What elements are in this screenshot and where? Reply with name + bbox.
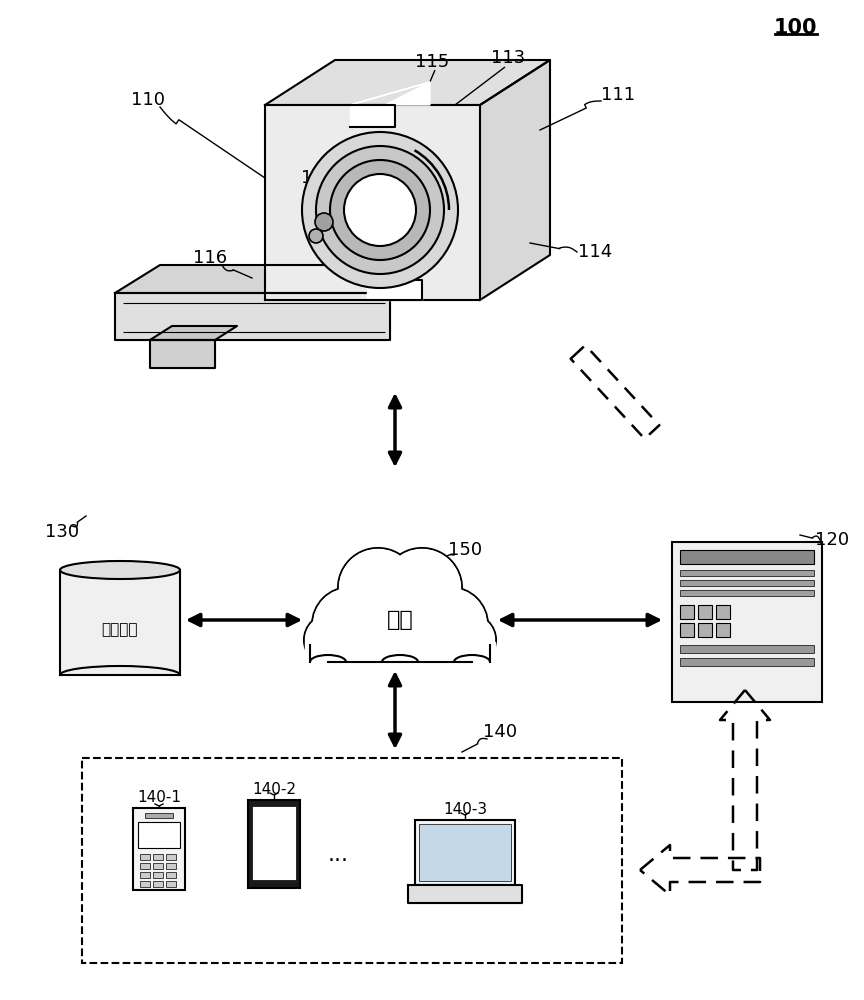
Text: 114: 114 bbox=[578, 243, 612, 261]
Text: 113: 113 bbox=[491, 49, 525, 67]
Text: 111: 111 bbox=[601, 86, 635, 104]
Bar bbox=[716, 623, 730, 637]
Polygon shape bbox=[480, 60, 550, 300]
Bar bbox=[140, 863, 150, 869]
Circle shape bbox=[384, 550, 461, 626]
Circle shape bbox=[315, 213, 333, 231]
Ellipse shape bbox=[60, 561, 180, 579]
Text: 115: 115 bbox=[415, 53, 449, 71]
Polygon shape bbox=[305, 640, 495, 670]
Polygon shape bbox=[408, 885, 522, 903]
Circle shape bbox=[382, 548, 462, 628]
Bar bbox=[140, 854, 150, 860]
Circle shape bbox=[348, 563, 452, 667]
Text: 存储设备: 存储设备 bbox=[102, 622, 138, 638]
Text: 110: 110 bbox=[131, 91, 165, 109]
Text: 130: 130 bbox=[45, 523, 79, 541]
Bar bbox=[680, 590, 814, 596]
Bar bbox=[415, 820, 515, 885]
Bar bbox=[140, 881, 150, 887]
Circle shape bbox=[314, 588, 386, 662]
Polygon shape bbox=[265, 105, 480, 300]
Circle shape bbox=[444, 614, 496, 666]
Bar bbox=[680, 645, 814, 653]
Text: 100: 100 bbox=[773, 18, 816, 38]
Text: 网络: 网络 bbox=[386, 610, 413, 630]
Bar bbox=[252, 806, 296, 880]
Bar bbox=[166, 854, 176, 860]
Bar bbox=[680, 580, 814, 586]
Bar bbox=[145, 813, 173, 818]
Bar bbox=[248, 800, 300, 888]
Polygon shape bbox=[115, 293, 390, 340]
Polygon shape bbox=[367, 280, 422, 300]
Bar bbox=[698, 623, 712, 637]
Circle shape bbox=[316, 146, 444, 274]
Circle shape bbox=[302, 132, 458, 288]
Circle shape bbox=[306, 615, 354, 664]
Circle shape bbox=[446, 615, 494, 664]
Bar bbox=[140, 872, 150, 878]
Circle shape bbox=[344, 174, 416, 246]
Polygon shape bbox=[115, 265, 435, 293]
Circle shape bbox=[340, 550, 416, 626]
Bar bbox=[166, 881, 176, 887]
Bar bbox=[680, 570, 814, 576]
Bar bbox=[153, 863, 163, 869]
Circle shape bbox=[412, 587, 488, 663]
Polygon shape bbox=[150, 326, 237, 340]
Polygon shape bbox=[350, 105, 395, 127]
Text: 140-3: 140-3 bbox=[443, 802, 487, 818]
Bar bbox=[698, 605, 712, 619]
Bar bbox=[680, 605, 694, 619]
Polygon shape bbox=[60, 570, 180, 675]
Text: 140-1: 140-1 bbox=[137, 790, 181, 806]
Bar bbox=[138, 822, 180, 848]
Circle shape bbox=[350, 564, 450, 666]
Bar bbox=[419, 824, 511, 881]
Bar bbox=[166, 863, 176, 869]
Bar bbox=[680, 623, 694, 637]
Text: 120: 120 bbox=[815, 531, 849, 549]
Bar bbox=[133, 808, 185, 890]
Polygon shape bbox=[150, 340, 215, 368]
Circle shape bbox=[330, 160, 430, 260]
Bar bbox=[166, 872, 176, 878]
Text: 116: 116 bbox=[193, 249, 227, 267]
Bar bbox=[153, 854, 163, 860]
Bar bbox=[672, 542, 822, 702]
Text: 140: 140 bbox=[483, 723, 517, 741]
Circle shape bbox=[338, 548, 418, 628]
Bar bbox=[82, 758, 622, 963]
Circle shape bbox=[304, 614, 356, 666]
Circle shape bbox=[309, 229, 323, 243]
Text: 140-2: 140-2 bbox=[252, 782, 296, 798]
Bar bbox=[680, 550, 814, 564]
Text: 112: 112 bbox=[301, 169, 335, 187]
Polygon shape bbox=[265, 60, 550, 105]
Bar bbox=[680, 658, 814, 666]
Circle shape bbox=[414, 588, 486, 662]
Bar bbox=[153, 881, 163, 887]
Polygon shape bbox=[350, 82, 430, 105]
Bar bbox=[153, 872, 163, 878]
Text: 150: 150 bbox=[448, 541, 482, 559]
Circle shape bbox=[312, 587, 388, 663]
Text: ...: ... bbox=[327, 845, 348, 865]
Bar bbox=[716, 605, 730, 619]
Polygon shape bbox=[305, 642, 495, 668]
